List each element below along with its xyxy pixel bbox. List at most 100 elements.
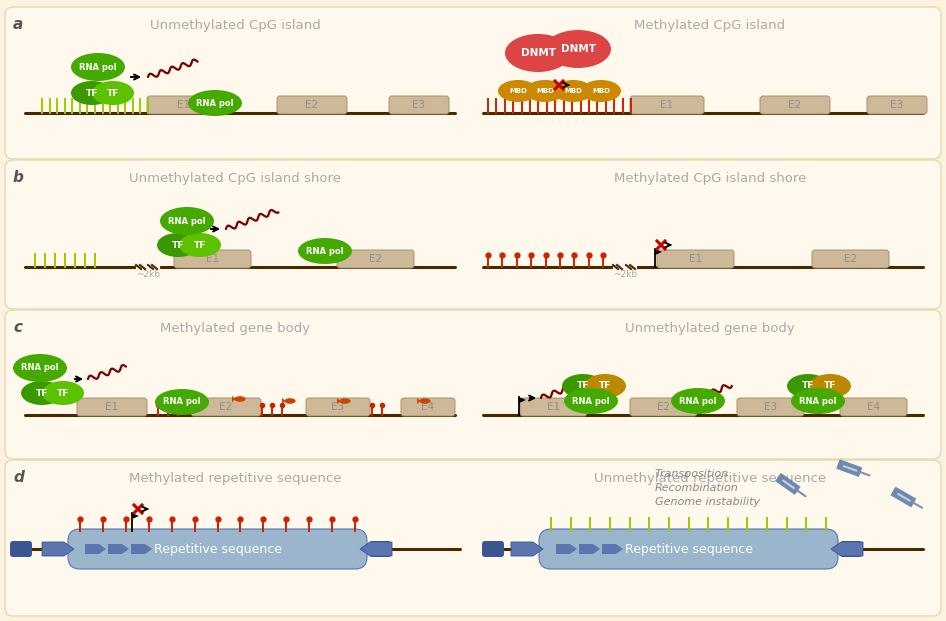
- Text: Unmethylated CpG island shore: Unmethylated CpG island shore: [129, 172, 341, 185]
- FancyBboxPatch shape: [191, 398, 261, 416]
- Text: MBD: MBD: [509, 88, 527, 94]
- Ellipse shape: [157, 233, 199, 257]
- FancyBboxPatch shape: [520, 398, 587, 416]
- Text: E3: E3: [890, 100, 903, 110]
- Ellipse shape: [21, 381, 63, 405]
- Ellipse shape: [71, 53, 125, 81]
- Text: E1: E1: [178, 100, 190, 110]
- Ellipse shape: [581, 80, 621, 102]
- FancyBboxPatch shape: [77, 398, 147, 416]
- Ellipse shape: [13, 354, 67, 382]
- Text: c: c: [13, 320, 22, 335]
- Ellipse shape: [71, 81, 113, 105]
- FancyArrow shape: [131, 544, 152, 554]
- FancyArrow shape: [831, 542, 863, 556]
- FancyBboxPatch shape: [630, 398, 697, 416]
- FancyBboxPatch shape: [812, 250, 889, 268]
- Text: Recombination: Recombination: [655, 483, 739, 493]
- Ellipse shape: [498, 80, 538, 102]
- Text: Unmethylated gene body: Unmethylated gene body: [625, 322, 795, 335]
- Text: RNA pol: RNA pol: [679, 396, 717, 406]
- Text: RNA pol: RNA pol: [799, 396, 837, 406]
- Text: RNA pol: RNA pol: [79, 63, 116, 71]
- Ellipse shape: [179, 233, 221, 257]
- Ellipse shape: [340, 398, 351, 404]
- Ellipse shape: [545, 30, 611, 68]
- FancyArrow shape: [511, 542, 543, 556]
- FancyBboxPatch shape: [840, 541, 862, 557]
- Text: d: d: [13, 470, 24, 485]
- FancyBboxPatch shape: [277, 96, 347, 114]
- Polygon shape: [337, 398, 341, 404]
- FancyBboxPatch shape: [174, 250, 251, 268]
- FancyBboxPatch shape: [630, 96, 704, 114]
- Text: DNMT: DNMT: [520, 48, 555, 58]
- Polygon shape: [417, 398, 420, 404]
- FancyBboxPatch shape: [5, 460, 941, 616]
- Text: E1: E1: [660, 100, 674, 110]
- Text: E2: E2: [788, 100, 801, 110]
- Text: E1: E1: [547, 402, 560, 412]
- Text: RNA pol: RNA pol: [572, 396, 610, 406]
- Text: Methylated repetitive sequence: Methylated repetitive sequence: [129, 472, 342, 485]
- Polygon shape: [132, 513, 139, 519]
- FancyArrow shape: [108, 544, 129, 554]
- FancyBboxPatch shape: [389, 96, 449, 114]
- Ellipse shape: [525, 80, 565, 102]
- Text: Unmethylated repetitive sequence: Unmethylated repetitive sequence: [594, 472, 826, 485]
- Polygon shape: [519, 397, 526, 403]
- FancyBboxPatch shape: [760, 96, 830, 114]
- Text: TF: TF: [577, 381, 589, 391]
- FancyArrow shape: [579, 544, 600, 554]
- Text: E3: E3: [764, 402, 777, 412]
- FancyBboxPatch shape: [539, 529, 838, 569]
- Text: Genome instability: Genome instability: [655, 497, 761, 507]
- Text: Methylated CpG island shore: Methylated CpG island shore: [614, 172, 806, 185]
- FancyBboxPatch shape: [657, 250, 734, 268]
- Text: Repetitive sequence: Repetitive sequence: [153, 543, 282, 556]
- Text: TF: TF: [57, 389, 69, 397]
- Text: E1: E1: [206, 254, 219, 264]
- FancyBboxPatch shape: [401, 398, 455, 416]
- Ellipse shape: [553, 80, 593, 102]
- FancyBboxPatch shape: [737, 398, 804, 416]
- Text: Repetitive sequence: Repetitive sequence: [624, 543, 752, 556]
- Polygon shape: [655, 249, 662, 255]
- FancyBboxPatch shape: [5, 160, 941, 309]
- FancyArrow shape: [360, 542, 392, 556]
- Ellipse shape: [285, 398, 295, 404]
- Ellipse shape: [188, 90, 242, 116]
- Ellipse shape: [235, 396, 246, 402]
- Text: TF: TF: [86, 89, 98, 97]
- Text: E1: E1: [689, 254, 702, 264]
- FancyBboxPatch shape: [68, 529, 367, 569]
- Text: TF: TF: [599, 381, 611, 391]
- FancyBboxPatch shape: [840, 398, 907, 416]
- Text: TF: TF: [172, 240, 184, 250]
- Text: E2: E2: [306, 100, 319, 110]
- Text: E2: E2: [844, 254, 857, 264]
- Polygon shape: [282, 398, 285, 404]
- Text: Transposition: Transposition: [655, 469, 729, 479]
- Text: RNA pol: RNA pol: [307, 247, 343, 255]
- FancyArrow shape: [42, 542, 74, 556]
- Text: RNA pol: RNA pol: [164, 397, 201, 407]
- Text: MBD: MBD: [592, 88, 610, 94]
- Text: TF: TF: [194, 240, 206, 250]
- Text: Methylated gene body: Methylated gene body: [160, 322, 310, 335]
- Text: ~2kb: ~2kb: [136, 270, 160, 279]
- FancyBboxPatch shape: [5, 310, 941, 459]
- Text: MBD: MBD: [564, 88, 582, 94]
- FancyBboxPatch shape: [369, 541, 391, 557]
- Text: E1: E1: [105, 402, 118, 412]
- FancyArrow shape: [602, 544, 623, 554]
- FancyBboxPatch shape: [10, 541, 32, 557]
- Ellipse shape: [419, 398, 430, 404]
- Text: ~2kb: ~2kb: [613, 270, 637, 279]
- Text: TF: TF: [107, 89, 119, 97]
- Text: E4: E4: [867, 402, 880, 412]
- Text: RNA pol: RNA pol: [168, 217, 206, 225]
- Ellipse shape: [671, 388, 725, 414]
- FancyBboxPatch shape: [337, 250, 414, 268]
- Ellipse shape: [584, 374, 626, 398]
